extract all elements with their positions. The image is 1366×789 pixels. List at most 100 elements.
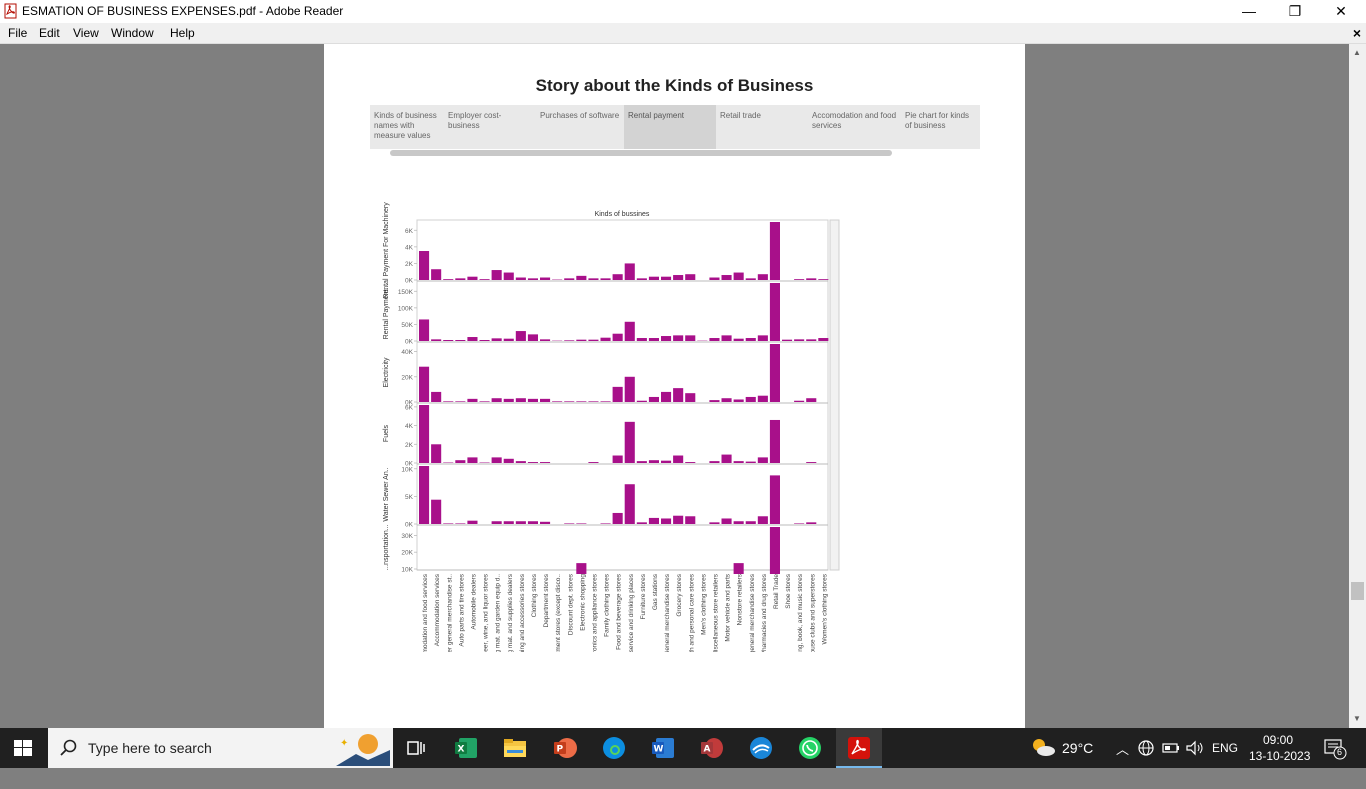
chart-title: Kinds of bussines bbox=[595, 211, 650, 218]
bar bbox=[601, 523, 611, 524]
y-tick-label: 6K bbox=[405, 228, 414, 235]
show-hidden-icons-icon[interactable]: ︿ bbox=[1116, 739, 1129, 779]
y-tick-label: 4K bbox=[405, 244, 414, 251]
edge-icon[interactable] bbox=[602, 736, 626, 760]
bar bbox=[480, 401, 490, 402]
bar bbox=[516, 331, 526, 341]
x-category-label: Discount dept. stores bbox=[567, 573, 574, 635]
weather-icon[interactable] bbox=[1030, 734, 1056, 762]
bar bbox=[419, 319, 429, 341]
taskbar: Type here to search ✦ X P W A bbox=[0, 728, 1366, 768]
bar bbox=[504, 273, 514, 280]
volume-icon[interactable] bbox=[1185, 740, 1205, 756]
story-tab-pie-chart[interactable]: Pie chart for kinds of business bbox=[901, 105, 980, 149]
bar bbox=[467, 277, 477, 280]
bar bbox=[746, 521, 756, 524]
scrollbar-thumb[interactable] bbox=[1351, 582, 1364, 600]
bar bbox=[455, 460, 465, 463]
bar bbox=[734, 273, 744, 280]
bar bbox=[770, 344, 780, 402]
bar bbox=[588, 401, 598, 402]
bar bbox=[637, 278, 647, 280]
bar bbox=[480, 279, 490, 280]
bar bbox=[722, 518, 732, 524]
bar bbox=[613, 274, 623, 280]
menu-view[interactable]: View bbox=[73, 26, 99, 40]
task-view-icon[interactable] bbox=[404, 736, 428, 760]
close-window-button[interactable]: ✕ bbox=[1318, 0, 1364, 23]
x-category-label: Furniture stores bbox=[640, 573, 647, 619]
bar bbox=[625, 484, 635, 524]
story-tab-retail-trade[interactable]: Retail trade bbox=[716, 105, 808, 149]
file-explorer-icon[interactable] bbox=[503, 736, 527, 760]
network-globe-icon[interactable] bbox=[1138, 740, 1156, 756]
bar bbox=[528, 278, 538, 280]
word-icon[interactable]: W bbox=[651, 736, 675, 760]
story-tabs-scrollbar[interactable] bbox=[390, 150, 892, 156]
bar bbox=[564, 278, 574, 280]
story-tab-employer-cost[interactable]: Employer cost-business bbox=[444, 105, 536, 149]
close-document-button[interactable]: × bbox=[1353, 25, 1361, 41]
bar bbox=[794, 523, 804, 524]
bar bbox=[794, 401, 804, 402]
bar bbox=[419, 367, 429, 402]
bar bbox=[528, 399, 538, 402]
excel-icon[interactable]: X bbox=[454, 736, 478, 760]
bar bbox=[467, 399, 477, 402]
bar bbox=[576, 340, 586, 341]
windows-start-icon[interactable] bbox=[14, 740, 32, 756]
bar bbox=[637, 461, 647, 463]
bar bbox=[492, 521, 502, 524]
y-tick-label: 100K bbox=[398, 305, 414, 312]
bar bbox=[685, 516, 695, 524]
menu-help[interactable]: Help bbox=[170, 26, 195, 40]
x-category-label: Accommodation and food services bbox=[422, 573, 429, 652]
bar bbox=[746, 397, 756, 402]
language-indicator[interactable]: ENG bbox=[1212, 741, 1238, 781]
taskbar-search-box[interactable]: Type here to search ✦ bbox=[48, 728, 393, 768]
bar bbox=[443, 401, 453, 402]
bar bbox=[419, 466, 429, 524]
access-icon[interactable]: A bbox=[700, 736, 724, 760]
battery-icon[interactable] bbox=[1162, 741, 1180, 755]
bar bbox=[709, 461, 719, 463]
bar bbox=[601, 338, 611, 341]
x-category-label: Beer, wine, and liquor stores bbox=[483, 573, 490, 652]
bar bbox=[649, 460, 659, 463]
y-tick-label: 0K bbox=[405, 339, 414, 346]
story-tab-kinds-of-business[interactable]: Kinds of business names with measure val… bbox=[370, 105, 444, 149]
weather-temperature[interactable]: 29°C bbox=[1062, 740, 1093, 780]
story-tab-accomodation-food[interactable]: Accomodation and food services bbox=[808, 105, 901, 149]
bar bbox=[576, 401, 586, 402]
bar bbox=[625, 263, 635, 280]
bar bbox=[758, 516, 768, 524]
notifications-icon[interactable] bbox=[1324, 738, 1348, 760]
scroll-up-arrow-icon[interactable]: ▲ bbox=[1353, 48, 1361, 57]
x-category-label: Men's clothing stores bbox=[700, 573, 707, 635]
notification-count: 6 bbox=[1337, 747, 1342, 787]
bar bbox=[431, 269, 441, 280]
whatsapp-icon[interactable] bbox=[798, 736, 822, 760]
feedback-hub-icon[interactable] bbox=[749, 736, 773, 760]
menu-file[interactable]: File bbox=[8, 26, 27, 40]
story-tab-rental-payment[interactable]: Rental payment bbox=[624, 105, 716, 149]
bar bbox=[516, 461, 526, 463]
minimize-button[interactable]: — bbox=[1226, 0, 1272, 23]
story-tab-purchases-of-software[interactable]: Purchases of software bbox=[536, 105, 624, 149]
y-tick-label: 20K bbox=[401, 374, 413, 381]
bar bbox=[564, 401, 574, 402]
menu-edit[interactable]: Edit bbox=[39, 26, 60, 40]
clock-date[interactable]: 13-10-2023 bbox=[1249, 749, 1310, 789]
adobe-reader-taskbar-button[interactable] bbox=[836, 728, 882, 768]
scroll-down-arrow-icon[interactable]: ▼ bbox=[1353, 714, 1361, 723]
menu-window[interactable]: Window bbox=[111, 26, 154, 40]
bar bbox=[601, 401, 611, 402]
bar bbox=[806, 462, 816, 463]
vertical-scrollbar[interactable]: ▲ ▼ bbox=[1349, 44, 1366, 728]
bar bbox=[709, 522, 719, 524]
powerpoint-icon[interactable]: P bbox=[553, 736, 577, 760]
bar bbox=[649, 338, 659, 341]
bar bbox=[431, 339, 441, 341]
restore-button[interactable]: ❐ bbox=[1272, 0, 1318, 23]
x-category-label: Warehouse clubs and superstores bbox=[809, 573, 816, 652]
